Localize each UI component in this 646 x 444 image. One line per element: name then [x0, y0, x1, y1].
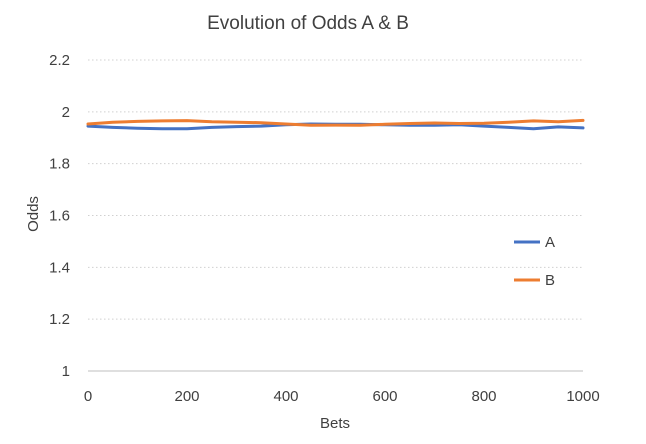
x-tick-label: 0 — [84, 388, 92, 405]
x-tick-label: 800 — [471, 388, 496, 405]
y-tick-label: 2.2 — [49, 52, 70, 69]
legend-label-b: B — [545, 272, 555, 289]
y-tick-label: 1.8 — [49, 156, 70, 173]
y-tick-label: 2 — [62, 104, 70, 121]
series-lines — [86, 118, 585, 131]
gridlines — [88, 59, 583, 320]
chart-title: Evolution of Odds A & B — [207, 13, 409, 34]
y-tick-labels: 1 1.2 1.4 1.6 1.8 2 2.2 — [49, 52, 70, 380]
legend: AB — [514, 234, 555, 289]
y-tick-label: 1.6 — [49, 208, 70, 225]
y-tick-label: 1.4 — [49, 259, 70, 276]
x-axis-label: Bets — [320, 415, 350, 432]
x-tick-labels: 0 200 400 600 800 1000 — [84, 388, 600, 405]
y-axis-label: Odds — [25, 196, 42, 232]
y-tick-label: 1 — [62, 363, 70, 380]
y-tick-label: 1.2 — [49, 311, 70, 328]
x-tick-label: 400 — [273, 388, 298, 405]
series-line-b — [86, 118, 585, 127]
x-tick-label: 1000 — [566, 388, 599, 405]
legend-label-a: A — [545, 234, 555, 251]
x-tick-label: 200 — [174, 388, 199, 405]
x-tick-label: 600 — [372, 388, 397, 405]
